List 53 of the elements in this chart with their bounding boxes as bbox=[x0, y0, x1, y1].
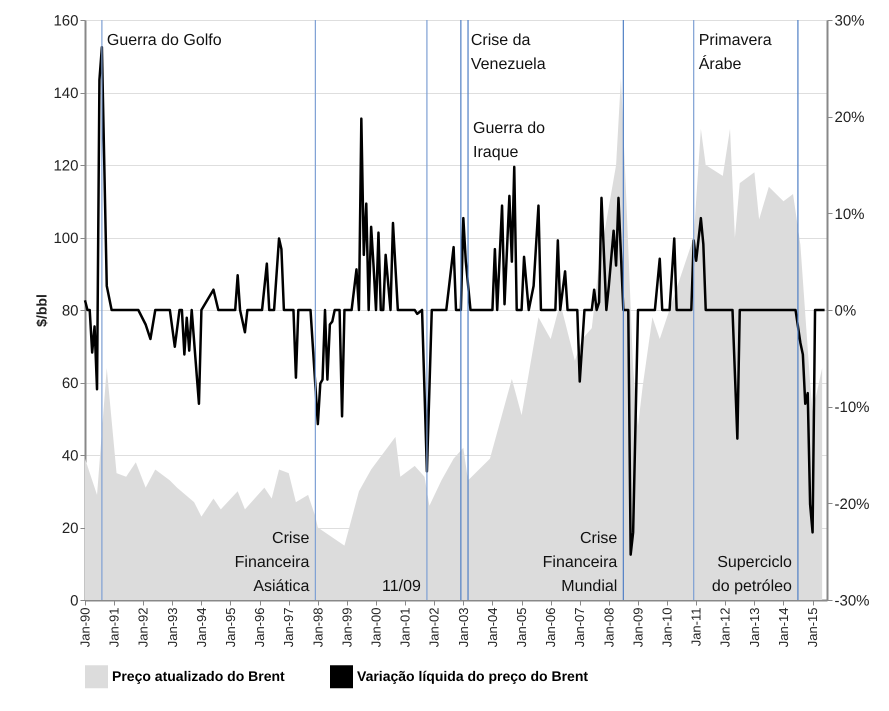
y2-tick-label: 20% bbox=[834, 109, 865, 126]
x-tick-label: Jan-02 bbox=[426, 608, 442, 648]
y2-tick-label: 30% bbox=[834, 12, 865, 30]
ref-line-label: Guerra do Golfo bbox=[106, 32, 222, 49]
y2-tick-label: -30% bbox=[834, 592, 870, 610]
x-tick-label: Jan-94 bbox=[194, 608, 209, 648]
x-tick-label: Jan-13 bbox=[746, 608, 762, 648]
x-tick-label: Jan-00 bbox=[368, 608, 384, 648]
y-tick-label: 20 bbox=[62, 520, 78, 537]
y-tick-label: 40 bbox=[62, 448, 78, 464]
x-tick-label: Jan-08 bbox=[601, 608, 616, 648]
x-tick-label: Jan-09 bbox=[630, 608, 646, 648]
x-tick-label: Jan-15 bbox=[805, 608, 820, 648]
y2-tick-label: 0% bbox=[834, 302, 856, 320]
y2-tick-label: -20% bbox=[834, 496, 870, 513]
y2-tick-label: -10% bbox=[834, 399, 870, 416]
x-tick-label: Jan-12 bbox=[718, 608, 733, 648]
x-tick-label: Jan-14 bbox=[776, 608, 791, 648]
legend-label: Variação líquida do preço do Brent bbox=[357, 668, 588, 684]
y2-tick-label: 10% bbox=[834, 206, 865, 223]
y-tick-label: 120 bbox=[53, 158, 78, 174]
x-tick-label: Jan-03 bbox=[456, 608, 471, 648]
ref-line-label: 11/09 bbox=[382, 578, 422, 595]
ref-line-label: Crise Financeira Asiática bbox=[234, 530, 310, 595]
y-tick-label: 100 bbox=[53, 230, 78, 247]
legend-label: Preço atualizado do Brent bbox=[112, 668, 286, 684]
x-tick-label: Jan-99 bbox=[339, 608, 354, 648]
y-tick-label: 0 bbox=[70, 592, 78, 610]
ref-line-label: Crise Financeira Mundial bbox=[542, 530, 618, 595]
x-tick-label: Jan-01 bbox=[398, 608, 413, 648]
ref-line-label: Superciclo do petróleo bbox=[712, 554, 792, 595]
x-tick-label: Jan-06 bbox=[543, 608, 558, 648]
x-tick-label: Jan-91 bbox=[106, 608, 122, 648]
x-tick-label: Jan-92 bbox=[136, 608, 151, 648]
y-tick-label: 60 bbox=[62, 375, 78, 392]
x-tick-label: Jan-07 bbox=[572, 608, 588, 648]
x-tick-label: Jan-95 bbox=[223, 608, 238, 648]
x-tick-label: Jan-10 bbox=[660, 608, 675, 648]
y-tick-label: 80 bbox=[62, 302, 78, 320]
y-tick-label: 160 bbox=[53, 12, 78, 30]
x-tick-label: Jan-96 bbox=[252, 608, 268, 648]
x-tick-label: Jan-90 bbox=[78, 608, 92, 648]
x-tick-label: Jan-93 bbox=[164, 608, 180, 648]
x-tick-label: Jan-04 bbox=[484, 608, 500, 648]
ref-line-label: Crise da Venezuela bbox=[470, 32, 546, 73]
x-tick-label: Jan-97 bbox=[281, 608, 296, 648]
y-axis-title: $/bbl bbox=[33, 294, 50, 327]
x-tick-label: Jan-11 bbox=[688, 608, 704, 646]
y-tick-label: 140 bbox=[53, 85, 78, 102]
x-tick-label: Jan-98 bbox=[310, 608, 326, 648]
ref-line-label: Primavera Árabe bbox=[698, 32, 772, 73]
ref-line-label: Guerra do Iraque bbox=[473, 120, 546, 161]
x-tick-label: Jan-05 bbox=[514, 608, 530, 648]
